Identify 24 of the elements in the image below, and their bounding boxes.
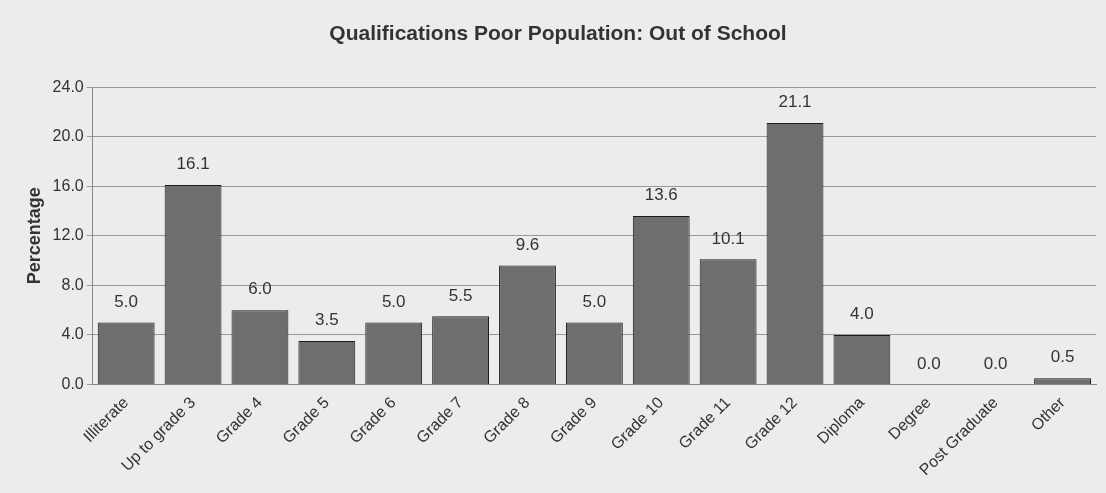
- data-label: 3.5: [315, 310, 339, 330]
- data-label: 16.1: [176, 154, 210, 174]
- y-tick-label: 4.0: [61, 325, 84, 343]
- data-label: 6.0: [248, 279, 272, 299]
- y-tick-label: 0.0: [61, 374, 84, 392]
- data-label: 5.0: [114, 291, 138, 311]
- data-label: 0.0: [983, 353, 1008, 373]
- data-label: 21.1: [778, 92, 812, 112]
- data-label: 5.5: [448, 285, 473, 305]
- y-tick-label: 24.0: [52, 77, 84, 95]
- data-label: 13.6: [644, 185, 678, 205]
- data-label: 9.6: [515, 234, 540, 254]
- data-label: 10.1: [711, 228, 745, 248]
- data-label: 4.0: [850, 304, 874, 324]
- y-axis-title: Percentage: [23, 187, 44, 285]
- y-tick-label: 16.0: [52, 176, 84, 194]
- y-tick-label: 8.0: [61, 275, 84, 293]
- y-tick-label: 12.0: [52, 226, 84, 244]
- y-tick-label: 20.0: [52, 127, 84, 145]
- data-label: 5.0: [381, 291, 406, 311]
- data-label: 0.0: [916, 353, 941, 373]
- data-label: 5.0: [582, 291, 607, 311]
- chart-title: Qualifications Poor Population: Out of School: [329, 21, 787, 45]
- data-label: 0.5: [1050, 347, 1075, 367]
